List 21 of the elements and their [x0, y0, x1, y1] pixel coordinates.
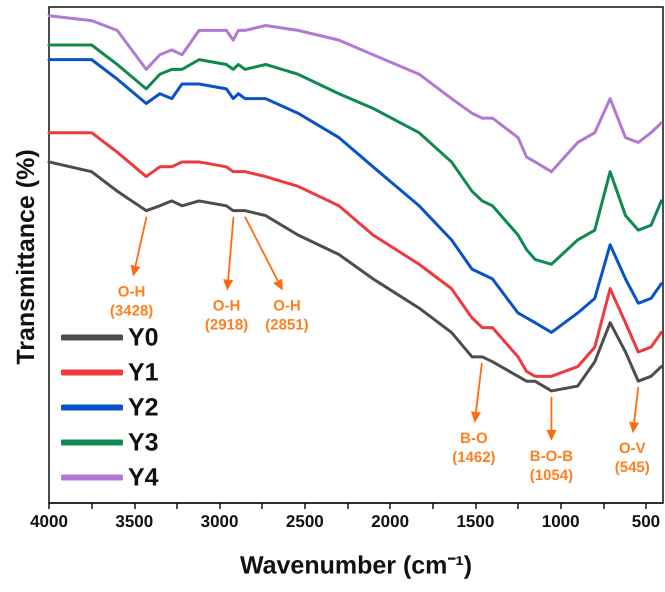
y-axis-title: Transmittance (%)	[12, 149, 40, 365]
x-tick-label: 500	[632, 512, 660, 531]
x-tick-label: 3500	[115, 512, 154, 531]
x-tick-label: 2500	[286, 512, 324, 531]
x-tick-label: 1500	[456, 512, 494, 531]
legend-label: Y3	[128, 428, 159, 456]
x-axis-title: Wavenumber (cm⁻¹)	[240, 552, 472, 580]
annotation: B-O-B (1054)	[530, 448, 574, 484]
legend-label: Y0	[128, 324, 159, 352]
annotation: O-H (2851)	[265, 298, 309, 334]
annotation: B-O (1462)	[452, 430, 496, 466]
x-tick-label: 3000	[200, 512, 238, 531]
x-tick-label: 2000	[371, 512, 410, 531]
annotation: O-H (2918)	[204, 298, 248, 334]
legend-label: Y4	[128, 464, 159, 492]
x-tick-label: 4000	[30, 512, 68, 531]
annotation: O-H (3428)	[110, 284, 154, 320]
legend-label: Y1	[128, 358, 159, 386]
x-tick-label: 1000	[542, 512, 580, 531]
legend-label: Y2	[128, 394, 159, 422]
annotation: O-V (545)	[614, 440, 650, 476]
